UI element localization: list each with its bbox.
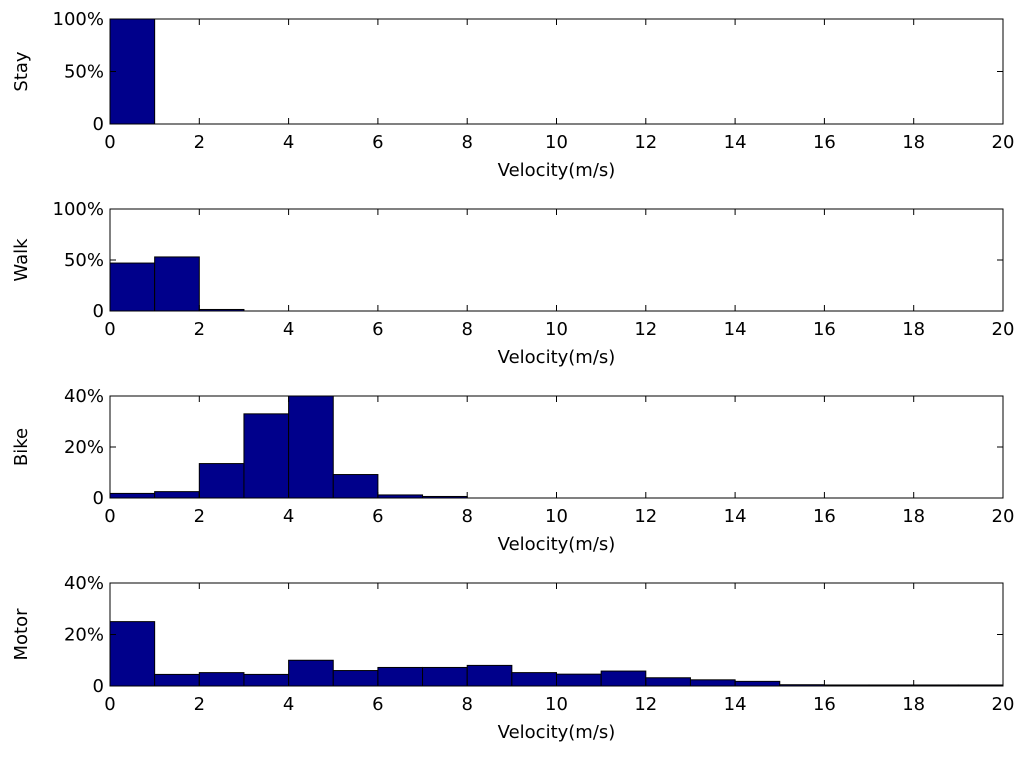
histogram-bar	[109, 621, 156, 687]
x-tick-label: 14	[724, 319, 747, 340]
x-tick-label: 12	[634, 319, 657, 340]
y-axis-label: Walk	[11, 238, 32, 282]
x-tick-label: 0	[104, 319, 115, 340]
histogram-bar	[154, 491, 200, 499]
x-tick-label: 0	[104, 506, 115, 527]
y-tick-label: 100%	[53, 199, 104, 220]
y-tick-label: 20%	[64, 625, 104, 646]
histogram-bar	[377, 666, 424, 687]
x-tick-label: 20	[992, 319, 1015, 340]
y-tick-label: 40%	[64, 386, 104, 407]
histogram-bar	[556, 673, 602, 687]
histogram-bar	[689, 679, 736, 687]
x-tick-label: 16	[813, 694, 836, 715]
y-axis-label: Bike	[11, 428, 32, 466]
x-tick-label: 2	[194, 506, 205, 527]
plot-frame	[109, 208, 1004, 312]
x-tick-label: 12	[634, 132, 657, 153]
x-tick-label: 0	[104, 694, 115, 715]
histogram-panel-motor: 0 2 4 6 8 10 12 14 16 18 20 0 20% 40% Velocity(m/s) Mot…	[11, 573, 1014, 743]
x-tick-label: 6	[372, 319, 383, 340]
histogram-bar	[734, 680, 781, 687]
x-tick-label: 12	[634, 694, 657, 715]
x-tick-label: 2	[194, 319, 205, 340]
x-tick-label: 16	[813, 319, 836, 340]
y-tick-label: 0	[93, 676, 104, 697]
y-tick-label: 0	[93, 488, 104, 509]
x-tick-label: 2	[194, 132, 205, 153]
histogram-bar	[332, 670, 379, 687]
x-tick-label: 6	[372, 694, 383, 715]
x-tick-label: 8	[461, 506, 472, 527]
x-tick-label: 16	[813, 132, 836, 153]
x-tick-label: 18	[902, 694, 925, 715]
histogram-bar	[332, 474, 379, 499]
x-axis-label: Velocity(m/s)	[498, 722, 616, 743]
histogram-bar	[466, 664, 513, 687]
histogram-bar	[511, 672, 558, 687]
histogram-bar	[645, 677, 691, 687]
x-tick-label: 4	[283, 132, 294, 153]
x-tick-label: 6	[372, 506, 383, 527]
x-tick-label: 14	[724, 506, 747, 527]
y-axis-label: Motor	[11, 608, 32, 661]
x-tick-label: 8	[461, 694, 472, 715]
y-tick-label: 0	[93, 301, 104, 322]
histogram-bar	[198, 672, 245, 687]
y-tick-label: 50%	[64, 62, 104, 83]
x-tick-label: 2	[194, 694, 205, 715]
histogram-bar	[288, 395, 334, 499]
x-axis-label: Velocity(m/s)	[498, 160, 616, 181]
x-tick-label: 10	[545, 132, 568, 153]
histogram-bar	[154, 673, 200, 687]
x-tick-label: 0	[104, 132, 115, 153]
x-tick-label: 8	[461, 132, 472, 153]
x-tick-label: 4	[283, 694, 294, 715]
y-tick-label: 0	[93, 114, 104, 135]
x-tick-label: 20	[992, 506, 1015, 527]
x-tick-label: 14	[724, 132, 747, 153]
histogram-bar	[243, 413, 290, 499]
histogram-bar	[198, 463, 245, 499]
x-tick-label: 12	[634, 506, 657, 527]
histogram-bar	[154, 256, 200, 312]
y-tick-label: 40%	[64, 573, 104, 594]
histogram-panel-bike: 0 2 4 6 8 10 12 14 16 18 20 0 20% 40% Velocity(m/s) Bik…	[11, 386, 1014, 555]
x-tick-label: 18	[902, 319, 925, 340]
x-tick-label: 18	[902, 132, 925, 153]
x-tick-label: 10	[545, 506, 568, 527]
x-tick-label: 6	[372, 132, 383, 153]
x-tick-label: 8	[461, 319, 472, 340]
histogram-bar	[243, 673, 290, 687]
histogram-bar	[600, 670, 647, 687]
x-tick-label: 4	[283, 506, 294, 527]
histogram-bar	[109, 262, 156, 312]
x-axis-label: Velocity(m/s)	[498, 347, 616, 368]
plot-frame	[109, 18, 1004, 125]
y-tick-label: 50%	[64, 250, 104, 271]
histogram-bar	[288, 659, 334, 687]
x-tick-label: 14	[724, 694, 747, 715]
plot-frame	[109, 582, 1004, 687]
x-tick-label: 10	[545, 694, 568, 715]
histogram-bar	[422, 666, 468, 687]
x-tick-label: 16	[813, 506, 836, 527]
y-tick-label: 100%	[53, 9, 104, 30]
x-tick-label: 20	[992, 132, 1015, 153]
histogram-bar	[109, 18, 156, 125]
y-axis-label: Stay	[11, 51, 32, 92]
histogram-panel-stay: 0 2 4 6 8 10 12 14 16 18 20 0 50% 100% Velocity(m/s) St…	[11, 9, 1014, 181]
histogram-panel-walk: 0 2 4 6 8 10 12 14 16 18 20 0 50% 100% Velocity(m/s) Wa…	[11, 199, 1014, 368]
x-tick-label: 20	[992, 694, 1015, 715]
x-tick-label: 4	[283, 319, 294, 340]
y-tick-label: 20%	[64, 437, 104, 458]
histogram-bar	[109, 492, 156, 499]
x-tick-label: 10	[545, 319, 568, 340]
x-tick-label: 18	[902, 506, 925, 527]
x-axis-label: Velocity(m/s)	[498, 534, 616, 555]
